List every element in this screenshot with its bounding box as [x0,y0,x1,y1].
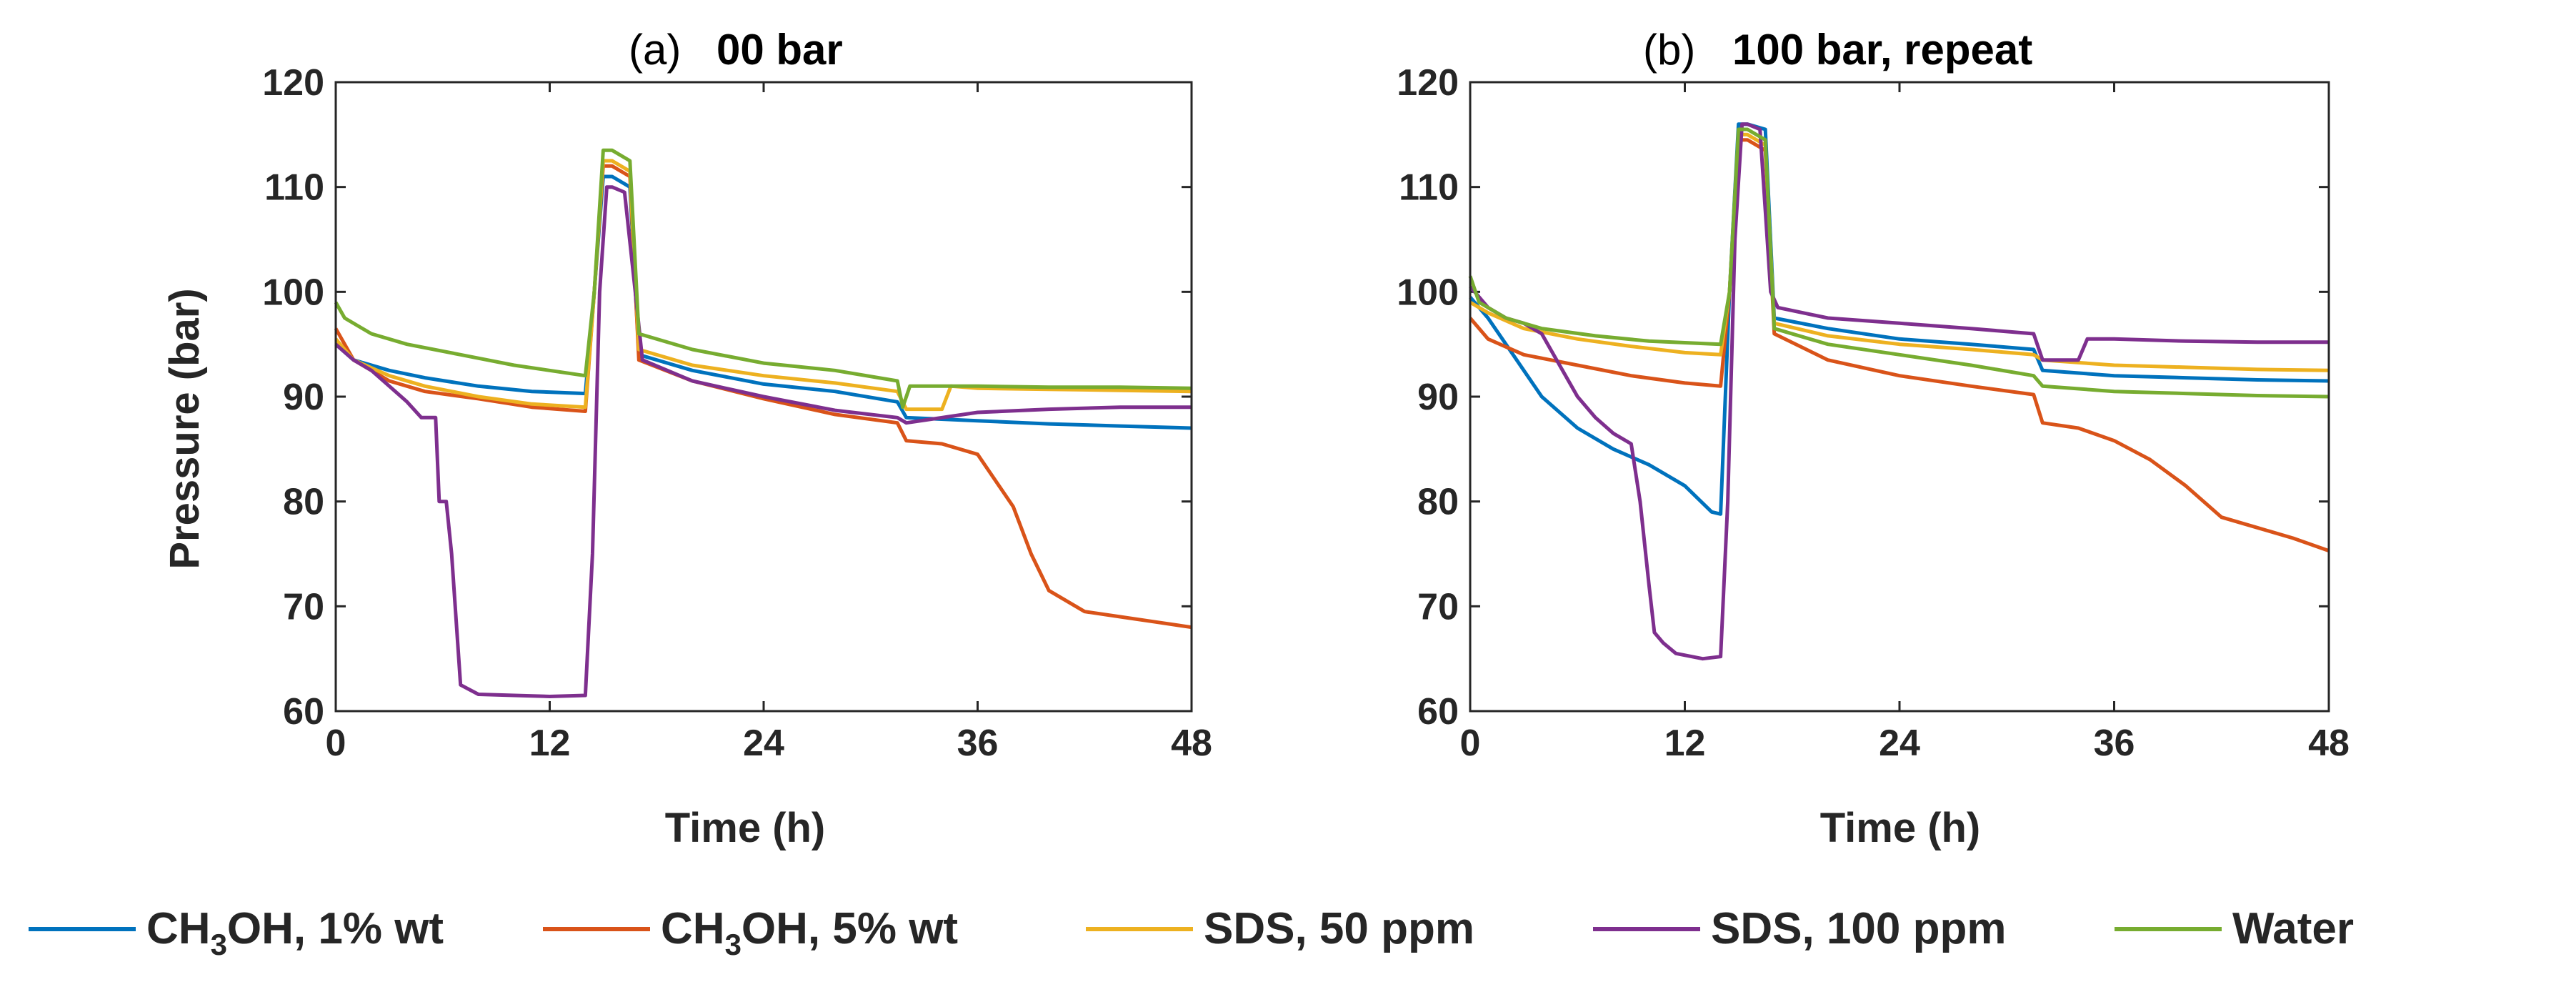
y-tick-label: 110 [264,167,324,209]
legend-item: CH3OH, 1% wt [29,904,444,961]
panel-b-xlabel: Time (h) [1820,805,1981,851]
x-tick-label: 24 [743,723,784,764]
legend-label: CH3OH, 1% wt [146,904,444,961]
series-line-sds-50-ppm [334,159,1192,412]
legend-label-main: SDS, 50 ppm [1204,904,1474,953]
x-tick-label: 48 [2308,723,2350,764]
x-tick-label: 48 [1171,723,1212,764]
series-line-ch3oh-1-wt [1469,122,2330,516]
legend-item: CH3OH, 5% wt [543,904,958,961]
panel-b-lines [1468,122,2330,661]
y-tick-label: 70 [1417,586,1459,628]
legend-item: SDS, 100 ppm [1593,904,2006,953]
panel-b-title: 100 bar, repeat [1732,26,2032,74]
y-tick-label: 90 [1417,377,1459,418]
legend-item: SDS, 50 ppm [1086,904,1474,953]
panel-b-plot-frame [1469,81,2330,713]
y-tick-label: 110 [1399,167,1459,209]
legend-label: Water [2232,904,2354,953]
series-line-water [1468,127,2330,399]
y-tick-label: 100 [262,272,324,313]
y-tick-label: 120 [262,62,324,104]
panel-b-label: (b) [1643,26,1695,74]
legend-label-main: SDS, 100 ppm [1711,904,2006,953]
y-tick-label: 90 [283,377,324,418]
panel-a: (a) 00 bar Pressure (bar) Time (h) 0 12 24… [161,26,1212,851]
x-tick-label: 12 [529,723,571,764]
x-tick-label: 12 [1664,723,1706,764]
legend-label-subscript: 3 [725,928,742,961]
panel-a-plot-frame [334,81,1193,713]
legend-label-subscript: 3 [211,928,227,961]
legend-label: SDS, 50 ppm [1204,904,1474,953]
x-tick-label: 0 [1460,723,1481,764]
x-tick-label: 36 [957,723,999,764]
y-tick-label: 80 [1417,482,1459,523]
series-line-water [334,148,1192,410]
panel-a-title: 00 bar [717,26,843,74]
legend-label-main: Water [2232,904,2354,953]
series-line-sds-100-ppm [334,185,1192,698]
panel-a-label: (a) [629,26,681,74]
panel-a-lines [334,148,1192,698]
y-tick-label: 120 [1397,62,1459,104]
x-tick-label: 0 [326,723,346,764]
panel-a-ylabel: Pressure (bar) [161,288,208,569]
legend-label-main: CH [661,904,725,953]
y-tick-label: 60 [1417,691,1459,733]
y-tick-label: 100 [1397,272,1459,313]
legend-label-rest: OH, 5% wt [742,904,958,953]
x-tick-label: 24 [1879,723,1920,764]
legend-item: Water [2115,904,2354,953]
legend-label: SDS, 100 ppm [1711,904,2006,953]
panel-b-ticks: 0 12 24 36 48 60 70 80 90 100 110 120 [1397,62,2350,764]
panel-a-ticks: 0 12 24 36 48 60 70 80 90 100 110 120 [262,62,1212,764]
y-tick-label: 70 [283,586,324,628]
legend: CH3OH, 1% wt CH3OH, 5% wt SDS, 50 ppm SDS, … [29,904,2354,961]
series-line-sds-100-ppm [1469,122,2329,661]
series-line-ch3oh-5-wt [1469,138,2330,552]
legend-label-main: CH [146,904,211,953]
y-tick-label: 60 [283,691,324,733]
panel-b: (b) 100 bar, repeat Time (h) 0 12 24 36 48 60… [1397,26,2350,851]
legend-label-rest: OH, 1% wt [227,904,444,953]
panel-a-xlabel: Time (h) [665,805,826,851]
y-tick-label: 80 [283,482,324,523]
x-tick-label: 36 [2094,723,2135,764]
legend-label: CH3OH, 5% wt [661,904,958,961]
